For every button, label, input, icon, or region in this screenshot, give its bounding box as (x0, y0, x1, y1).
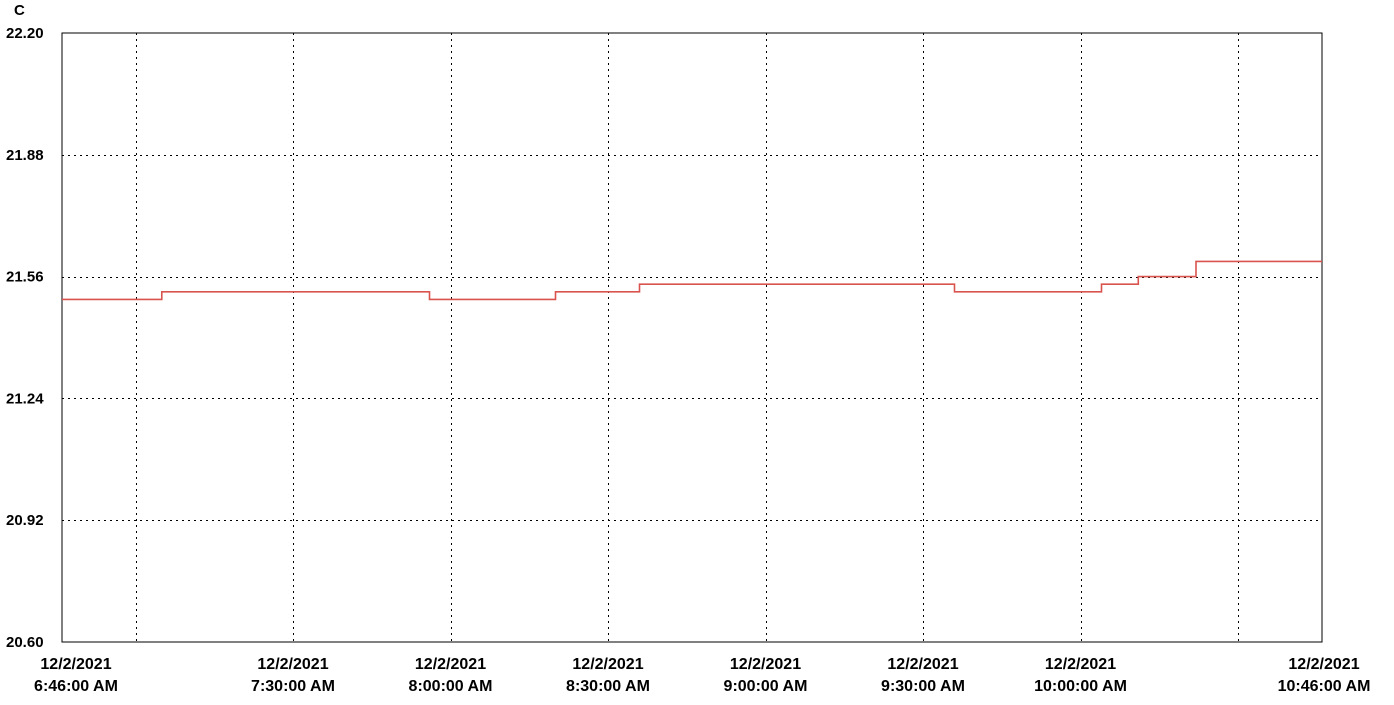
y-axis: 22.20 21.88 21.56 21.24 20.92 20.60 (6, 25, 44, 651)
temperature-series-line (62, 260, 1322, 301)
x-tick-date-label: 12/2/2021 (887, 656, 958, 673)
y-tick-label: 22.20 (6, 25, 44, 42)
x-tick-date-label: 12/2/2021 (572, 656, 643, 673)
y-tick-label: 21.24 (6, 390, 44, 407)
x-tick: 12/2/2021 8:30:00 AM (566, 656, 650, 695)
x-tick-time-label: 6:46:00 AM (34, 678, 118, 695)
x-tick: 12/2/2021 6:46:00 AM (34, 656, 118, 695)
y-tick-label: 21.88 (6, 147, 44, 164)
y-tick-label: 20.92 (6, 512, 44, 529)
y-axis-unit-label: C (14, 2, 25, 19)
x-tick-date-label: 12/2/2021 (730, 656, 801, 673)
x-tick-time-label: 9:00:00 AM (724, 678, 808, 695)
x-tick: 12/2/2021 9:00:00 AM (724, 656, 808, 695)
x-tick-date-label: 12/2/2021 (40, 656, 111, 673)
plot-frame (61, 32, 1323, 643)
x-tick-time-label: 9:30:00 AM (881, 678, 965, 695)
y-tick-label: 21.56 (6, 269, 44, 286)
y-tick-label: 20.60 (6, 634, 44, 651)
x-tick-time-label: 8:30:00 AM (566, 678, 650, 695)
x-tick-time-label: 7:30:00 AM (251, 678, 335, 695)
x-tick-date-label: 12/2/2021 (415, 656, 486, 673)
grid-layer (62, 33, 1322, 642)
x-tick: 12/2/2021 10:00:00 AM (1034, 656, 1127, 695)
x-tick-time-label: 8:00:00 AM (409, 678, 493, 695)
x-tick: 12/2/2021 8:00:00 AM (409, 656, 493, 695)
x-tick-date-label: 12/2/2021 (1045, 656, 1116, 673)
x-tick-time-label: 10:46:00 AM (1278, 678, 1371, 695)
x-tick: 12/2/2021 9:30:00 AM (881, 656, 965, 695)
series-layer (62, 260, 1322, 301)
x-tick-time-label: 10:00:00 AM (1034, 678, 1127, 695)
x-tick-date-label: 12/2/2021 (1288, 656, 1359, 673)
x-tick: 12/2/2021 7:30:00 AM (251, 656, 335, 695)
x-tick-date-label: 12/2/2021 (257, 656, 328, 673)
x-tick: 12/2/2021 10:46:00 AM (1278, 656, 1371, 695)
